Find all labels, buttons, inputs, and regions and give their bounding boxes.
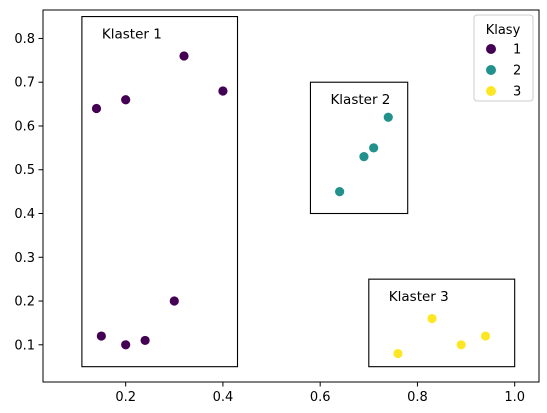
- legend-label-1: 1: [513, 43, 521, 58]
- point-class-1-3: [179, 51, 189, 61]
- cluster-label-3: Klaster 3: [389, 289, 449, 305]
- point-class-1-4: [218, 86, 228, 96]
- point-class-2-2: [359, 152, 369, 162]
- legend: Klasy 1 2 3: [473, 14, 534, 102]
- x-tick-label: 0.4: [213, 390, 234, 405]
- legend-marker-1: [486, 44, 496, 54]
- y-tick-label: 0.8: [14, 32, 35, 47]
- cluster-box-1: [81, 16, 239, 368]
- point-class-2-1: [335, 187, 345, 197]
- point-class-3-1: [393, 348, 403, 359]
- legend-title: Klasy: [486, 23, 521, 38]
- y-tick-label: 0.2: [14, 295, 35, 310]
- y-tick-label: 0.6: [14, 119, 35, 134]
- cluster-label-2: Klaster 2: [330, 92, 390, 108]
- legend-label-3: 3: [513, 85, 521, 100]
- point-class-2-4: [383, 112, 393, 122]
- point-class-1-2: [121, 95, 131, 105]
- point-class-1-7: [140, 335, 150, 346]
- cluster-box-3: [368, 278, 516, 368]
- point-class-3-4: [480, 331, 491, 341]
- cluster-box-2: [309, 81, 409, 215]
- x-tick-label: 0.6: [310, 390, 331, 405]
- x-tick-label: 1.0: [504, 390, 525, 405]
- legend-marker-2: [486, 65, 496, 75]
- y-tick-label: 0.7: [14, 76, 35, 91]
- point-class-3-2: [427, 313, 437, 324]
- plot-area: Klaster 1 Klaster 2 Klaster 3: [81, 16, 516, 368]
- axis-ticks: 0.2 0.4 0.6 0.8 1.0 0.1 0.2 0.3 0.4 0.5 0.6 0.7 0.8: [14, 32, 525, 405]
- point-class-1-5: [96, 331, 106, 341]
- x-tick-label: 0.8: [407, 390, 428, 405]
- legend-marker-3: [486, 86, 496, 96]
- y-tick-label: 0.4: [14, 207, 35, 222]
- x-tick-label: 0.2: [115, 390, 136, 405]
- y-tick-label: 0.3: [14, 251, 35, 266]
- y-tick-label: 0.1: [14, 338, 35, 353]
- point-class-1-8: [169, 296, 179, 306]
- point-class-3-3: [456, 340, 466, 350]
- point-class-1-6: [121, 340, 131, 350]
- axes-frame: [42, 9, 540, 383]
- cluster-label-1: Klaster 1: [102, 27, 162, 43]
- legend-frame: [473, 14, 534, 102]
- legend-label-2: 2: [513, 64, 521, 79]
- y-tick-label: 0.5: [14, 163, 35, 178]
- point-class-1-1: [91, 103, 102, 114]
- point-class-2-3: [369, 143, 379, 153]
